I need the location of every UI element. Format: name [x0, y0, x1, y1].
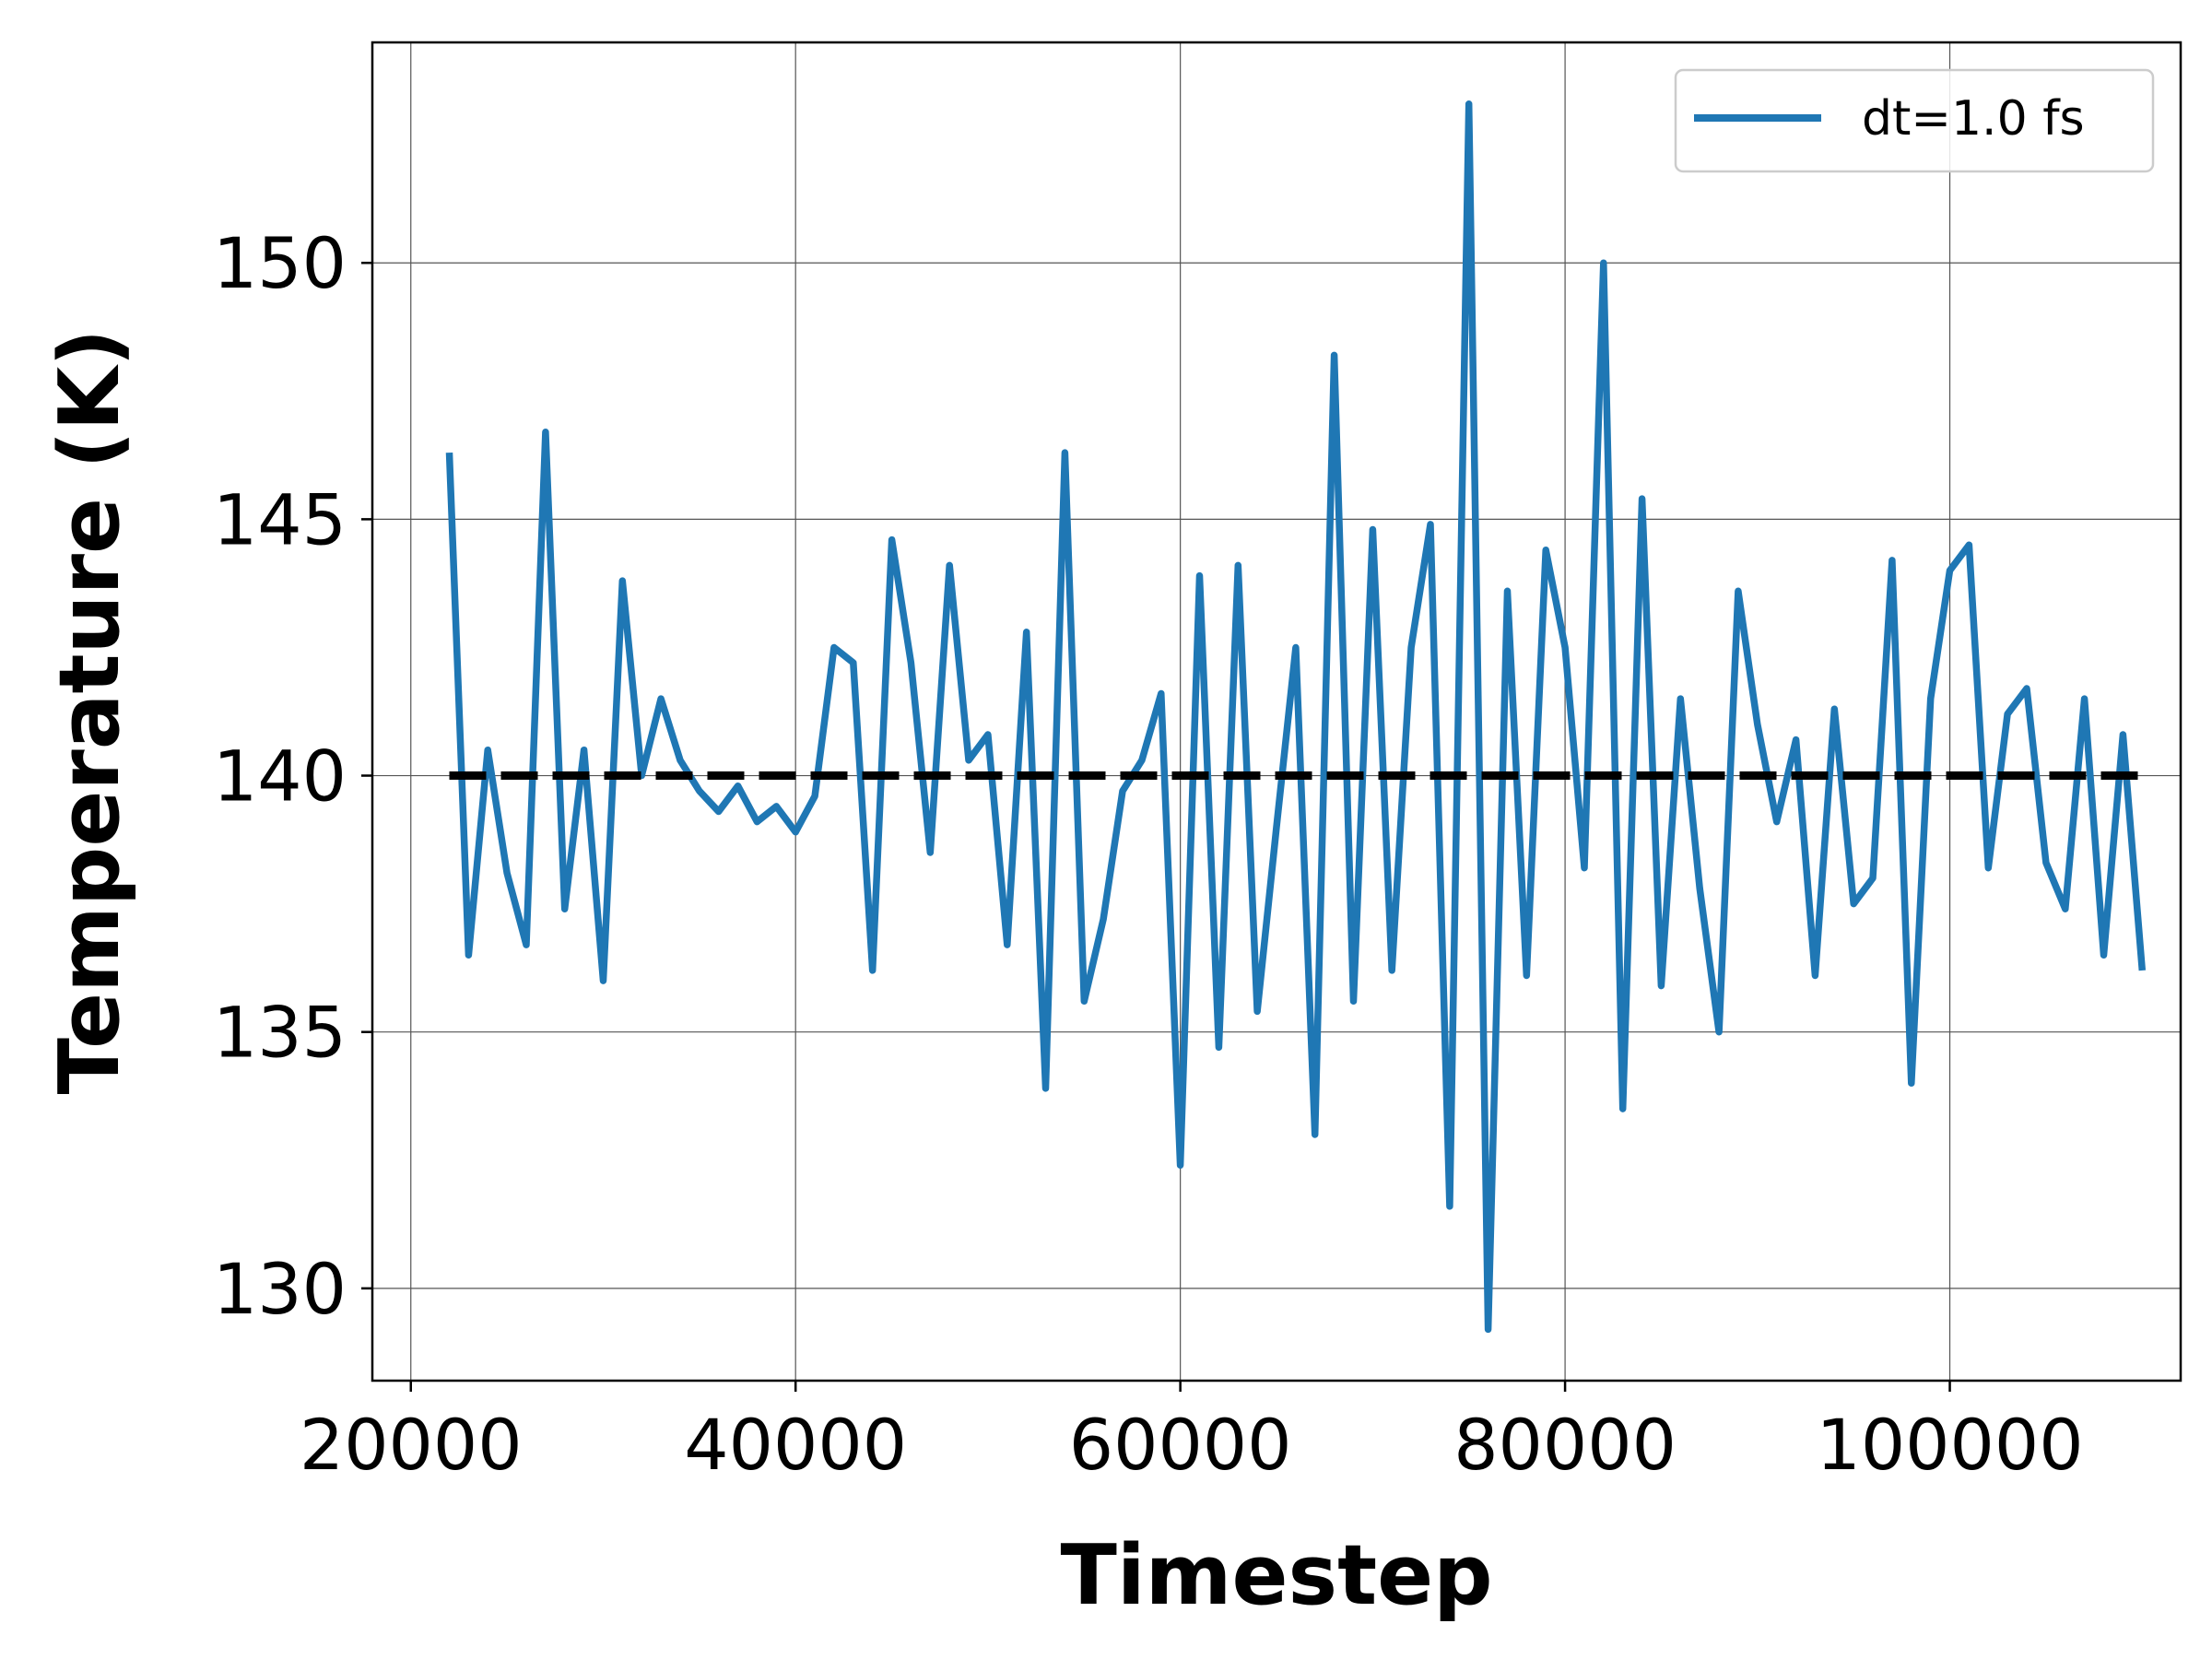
temperature-series-line: [445, 100, 2147, 1334]
x-tick-label: 40000: [684, 1404, 907, 1486]
y-tick-label: 135: [213, 992, 347, 1074]
y-ticks: 130 135 140 145 150: [213, 222, 372, 1330]
x-tick-label: 80000: [1453, 1404, 1677, 1486]
series-layer: [445, 100, 2147, 1334]
x-tick-label: 100000: [1816, 1404, 2083, 1486]
legend-entry-label: dt=1.0 fs: [1862, 91, 2085, 147]
plot-frame: [371, 41, 2183, 1382]
legend-box: [1674, 68, 2155, 173]
x-tick-label: 60000: [1069, 1404, 1292, 1486]
grid-lines: [372, 42, 2181, 1381]
y-axis-label: Temperature (K): [41, 329, 138, 1095]
y-tick-label: 145: [213, 478, 347, 560]
x-ticks: 20000 40000 60000 80000 100000: [300, 1381, 2084, 1486]
x-axis-label: Timestep: [1060, 1527, 1492, 1624]
y-tick-label: 140: [213, 735, 347, 818]
y-tick-label: 130: [213, 1248, 347, 1330]
x-tick-label: 20000: [300, 1404, 523, 1486]
y-tick-label: 150: [213, 222, 347, 304]
legend: dt=1.0 fs: [1674, 68, 2155, 173]
